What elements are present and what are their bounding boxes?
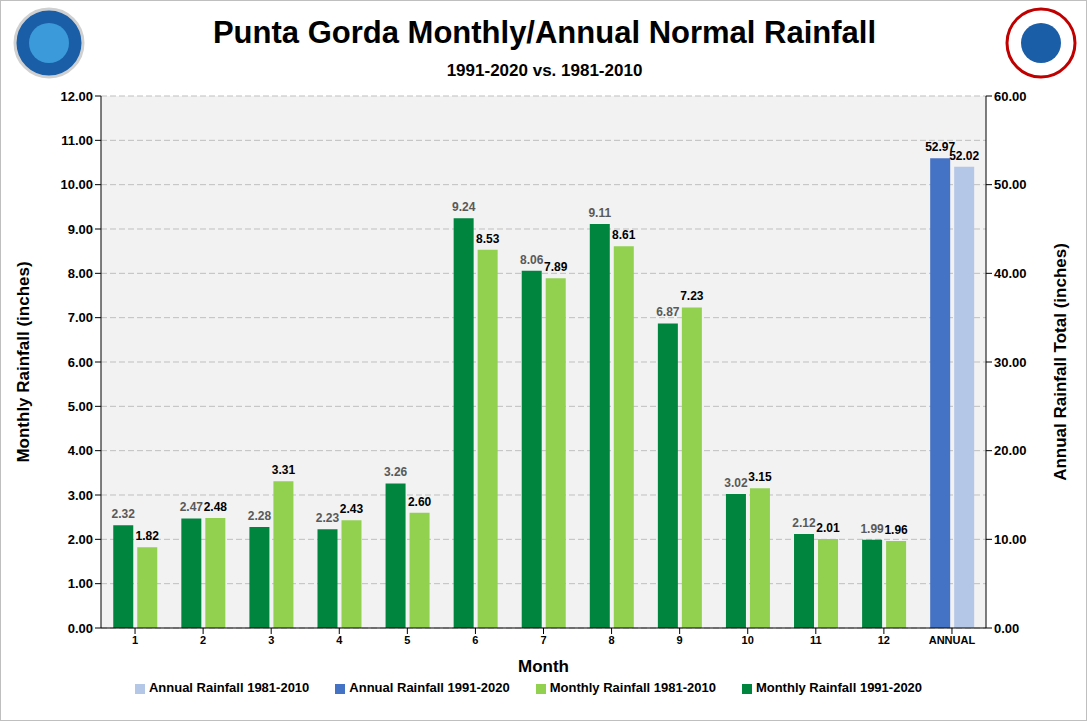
svg-text:6: 6 [472,634,478,646]
svg-text:2.48: 2.48 [204,500,228,514]
svg-text:7.23: 7.23 [680,289,704,303]
svg-text:2.60: 2.60 [408,495,432,509]
svg-text:9: 9 [677,634,683,646]
svg-text:3.26: 3.26 [384,465,408,479]
svg-text:Monthly Rainfall (inches): Monthly Rainfall (inches) [14,261,33,462]
svg-text:10.00: 10.00 [60,177,93,192]
svg-text:2.28: 2.28 [248,509,272,523]
svg-text:8: 8 [609,634,615,646]
html-text:Punta Gorda Monthly/Annual Nor: Punta Gorda Monthly/Annual Normal Rainfa… [212,15,876,50]
svg-text:3: 3 [268,634,274,646]
svg-text:1.99: 1.99 [860,522,884,536]
svg-text:10: 10 [742,634,754,646]
svg-text:3.15: 3.15 [748,470,772,484]
svg-text:60.00: 60.00 [994,89,1027,104]
svg-text:1.00: 1.00 [68,576,93,591]
svg-text:6.00: 6.00 [68,355,93,370]
svg-text:8.53: 8.53 [476,232,500,246]
html-text:Annual Rainfall 1991-2020: Annual Rainfall 1991-2020 [349,680,510,695]
svg-text:2.23: 2.23 [316,511,340,525]
svg-text:10.00: 10.00 [994,532,1027,547]
svg-text:1.82: 1.82 [136,529,160,543]
html-text:Annual Rainfall 1981-2010: Annual Rainfall 1981-2010 [148,680,310,695]
svg-text:11.00: 11.00 [61,133,93,148]
svg-text:2.12: 2.12 [792,516,816,530]
svg-text:2: 2 [200,634,206,646]
svg-text:9.24: 9.24 [452,200,476,214]
svg-text:7: 7 [540,634,546,646]
svg-text:5.00: 5.00 [68,399,93,414]
svg-text:2.32: 2.32 [112,507,136,521]
svg-text:0.00: 0.00 [68,621,93,636]
svg-text:4.00: 4.00 [68,443,93,458]
svg-text:1.96: 1.96 [884,523,908,537]
svg-text:7.00: 7.00 [68,310,93,325]
svg-text:2.00: 2.00 [68,532,93,547]
html-text:Monthly Rainfall 1981-2010: Monthly Rainfall 1981-2010 [549,680,716,695]
svg-text:Month: Month [518,657,569,676]
svg-text:12: 12 [878,634,890,646]
svg-text:3.31: 3.31 [272,463,296,477]
svg-text:3.00: 3.00 [68,488,93,503]
svg-text:0.00: 0.00 [994,621,1019,636]
svg-text:8.00: 8.00 [68,266,93,281]
svg-text:4: 4 [336,634,343,646]
svg-text:2.43: 2.43 [340,502,364,516]
svg-text:30.00: 30.00 [994,355,1027,370]
html-text:Monthly Rainfall 1991-2020: Monthly Rainfall 1991-2020 [755,680,923,695]
svg-text:2.01: 2.01 [816,521,840,535]
svg-text:ANNUAL: ANNUAL [929,634,976,646]
svg-text:Annual Rainfall Total (inches): Annual Rainfall Total (inches) [1051,243,1070,481]
svg-text:52.02: 52.02 [949,149,979,163]
svg-text:12.00: 12.00 [60,89,93,104]
svg-text:3.02: 3.02 [724,476,748,490]
svg-text:50.00: 50.00 [994,177,1027,192]
svg-text:7.89: 7.89 [544,260,568,274]
svg-text:8.61: 8.61 [612,228,636,242]
svg-text:40.00: 40.00 [994,266,1027,281]
svg-text:11: 11 [810,634,822,646]
svg-text:2.47: 2.47 [180,500,204,514]
svg-text:1: 1 [132,634,138,646]
svg-text:6.87: 6.87 [656,305,680,319]
svg-text:52.97: 52.97 [925,140,956,155]
svg-text:8.06: 8.06 [520,253,544,267]
svg-text:9.00: 9.00 [68,222,93,237]
svg-text:9.11: 9.11 [588,206,611,220]
html-text:1991-2020 vs. 1981-2010: 1991-2020 vs. 1981-2010 [446,61,643,80]
svg-text:20.00: 20.00 [994,443,1027,458]
svg-text:5: 5 [404,634,410,646]
